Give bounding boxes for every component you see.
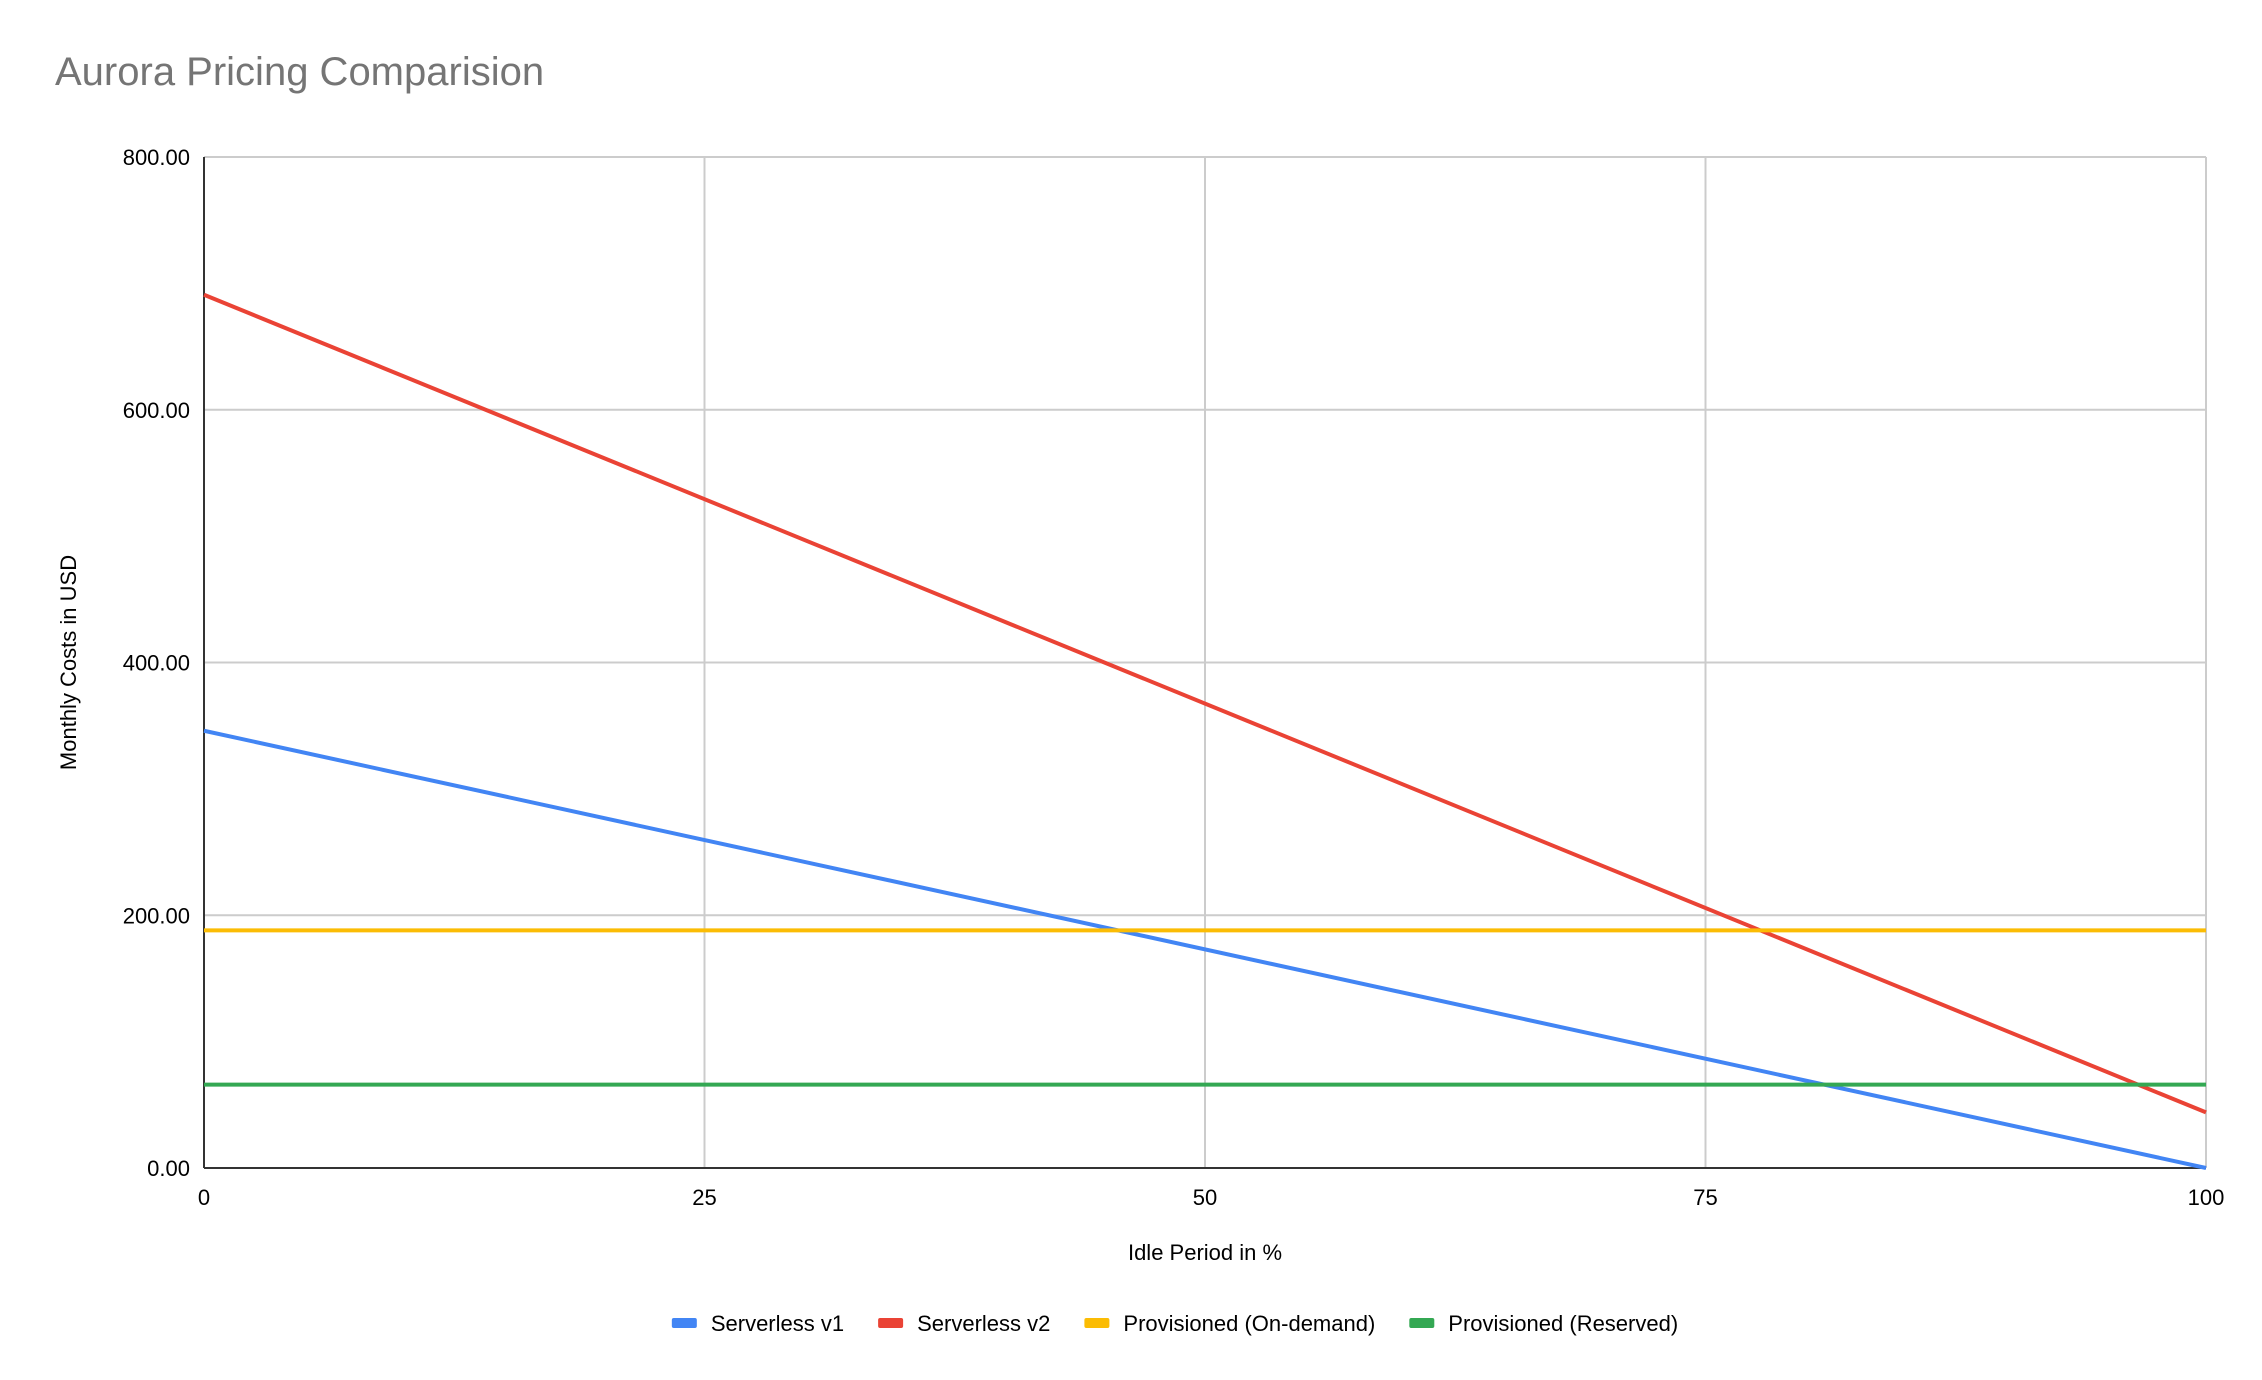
legend-label: Provisioned (Reserved) [1448, 1311, 1678, 1336]
legend-item[interactable]: Serverless v1 [671, 1311, 844, 1336]
x-tick-label: 100 [2188, 1185, 2225, 1210]
legend-swatch [671, 1318, 697, 1328]
legend-item[interactable]: Serverless v2 [878, 1311, 1050, 1336]
legend-label: Provisioned (On-demand) [1123, 1311, 1375, 1336]
axes [203, 157, 2206, 1169]
x-tick-label: 25 [692, 1185, 716, 1210]
legend-swatch [1084, 1318, 1110, 1328]
series-line-serverless-v1 [203, 728, 2207, 1170]
y-axis-title: Monthly Costs in USD [56, 555, 81, 770]
legend-swatch [1409, 1318, 1435, 1328]
x-axis-title: Idle Period in % [1128, 1240, 1282, 1265]
legend-swatch [878, 1318, 904, 1328]
y-tick-label: 800.00 [123, 145, 190, 170]
y-tick-label: 400.00 [123, 651, 190, 676]
legend: Serverless v1 Serverless v2 Provisioned (O… [671, 1311, 1678, 1336]
legend-label: Serverless v2 [917, 1311, 1050, 1336]
x-tick-label: 0 [198, 1185, 210, 1210]
legend-item[interactable]: Provisioned (On-demand) [1084, 1311, 1375, 1336]
legend-label: Serverless v1 [711, 1311, 844, 1336]
grid-lines [204, 156, 2207, 1168]
tick-labels: 0 25 50 75 100 0.00 200.00 400.00 600.00 800.00 [123, 145, 2225, 1210]
y-tick-label: 0.00 [147, 1156, 190, 1181]
y-tick-label: 200.00 [123, 903, 190, 928]
x-tick-label: 50 [1193, 1185, 1217, 1210]
series-line-serverless-v2 [203, 292, 2207, 1115]
chart-title: Aurora Pricing Comparision [55, 50, 545, 94]
legend-item[interactable]: Provisioned (Reserved) [1409, 1311, 1678, 1336]
series-lines [203, 292, 2207, 1170]
y-tick-label: 600.00 [123, 398, 190, 423]
x-tick-label: 75 [1693, 1185, 1717, 1210]
